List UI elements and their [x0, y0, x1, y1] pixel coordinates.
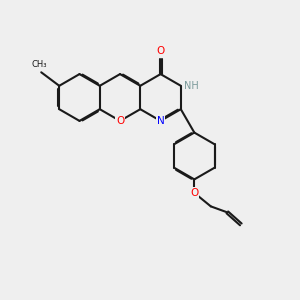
- Text: O: O: [116, 116, 124, 126]
- Text: NH: NH: [184, 81, 199, 91]
- Text: O: O: [190, 188, 198, 198]
- Text: N: N: [157, 116, 164, 126]
- Text: O: O: [156, 46, 165, 56]
- Text: CH₃: CH₃: [32, 60, 47, 69]
